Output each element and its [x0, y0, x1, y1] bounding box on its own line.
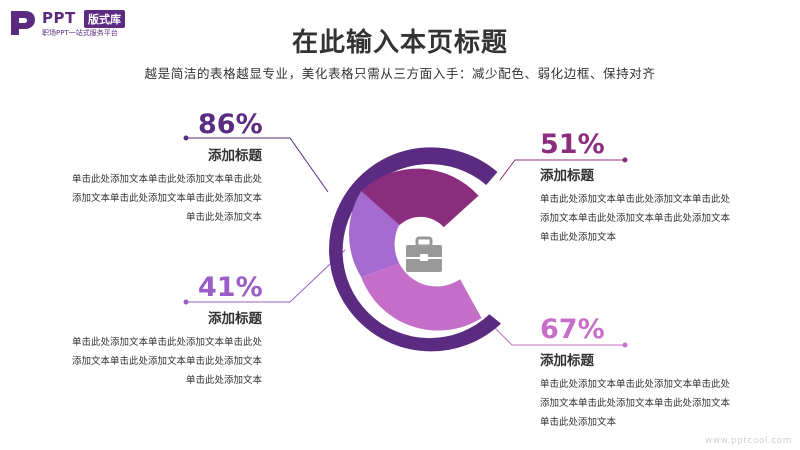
item-body-line: 单击此处添加文本 — [185, 375, 262, 386]
item-41: 41% 添加标题 单击此处添加文本单击此处添加文本单击此处 添加文本单击此处添加… — [40, 272, 263, 390]
item-body: 单击此处添加文本单击此处添加文本单击此处 添加文本单击此处添加文本单击此处添加文… — [540, 190, 760, 247]
outer-ring — [329, 147, 501, 352]
item-51: 51% 添加标题 单击此处添加文本单击此处添加文本单击此处 添加文本单击此处添加… — [540, 130, 760, 247]
segment-top — [361, 168, 479, 228]
item-body-line: 单击此处添加文本单击此处添加文本单击此处 — [71, 337, 262, 348]
item-body-line: 单击此处添加文本单击此处添加文本单击此处 — [71, 174, 262, 185]
watermark: www.pptcool.com — [704, 436, 792, 446]
item-percent: 51% — [540, 129, 605, 160]
connector-dot-41 — [183, 299, 189, 305]
item-heading: 添加标题 — [540, 353, 594, 369]
item-86: 86% 添加标题 单击此处添加文本单击此处添加文本单击此处 添加文本单击此处添加… — [40, 109, 263, 227]
item-body-line: 添加文本单击此处添加文本单击此处添加文本 — [540, 213, 731, 224]
logo-name: PPT — [42, 9, 76, 27]
logo-tagline: 职场PPT一站式服务平台 — [42, 29, 118, 37]
connector-dot-51 — [622, 157, 628, 163]
item-67: 67% 添加标题 单击此处添加文本单击此处添加文本单击此处 添加文本单击此处添加… — [540, 315, 760, 432]
item-heading: 添加标题 — [540, 168, 594, 184]
item-body: 单击此处添加文本单击此处添加文本单击此处 添加文本单击此处添加文本单击此处添加文… — [40, 333, 262, 390]
item-body-line: 单击此处添加文本 — [540, 232, 617, 243]
item-body: 单击此处添加文本单击此处添加文本单击此处 添加文本单击此处添加文本单击此处添加文… — [40, 170, 262, 227]
connector-line-41 — [186, 249, 346, 303]
item-heading: 添加标题 — [208, 311, 262, 327]
item-body-line: 添加文本单击此处添加文本单击此处添加文本 — [71, 356, 262, 367]
logo-badge: 版式库 — [84, 10, 125, 28]
item-body-line: 添加文本单击此处添加文本单击此处添加文本 — [540, 398, 731, 409]
segment-left — [349, 191, 400, 278]
item-body-line: 添加文本单击此处添加文本单击此处添加文本 — [71, 193, 262, 204]
item-percent: 86% — [198, 109, 263, 140]
item-body: 单击此处添加文本单击此处添加文本单击此处 添加文本单击此处添加文本单击此处添加文… — [540, 375, 760, 432]
briefcase-icon — [406, 236, 442, 272]
item-body-line: 单击此处添加文本单击此处添加文本单击此处 — [540, 379, 731, 390]
segment-bottom — [361, 263, 482, 331]
item-percent: 67% — [540, 314, 605, 345]
connector-line-86 — [186, 137, 329, 193]
item-body-line: 单击此处添加文本单击此处添加文本单击此处 — [540, 194, 731, 205]
logo-mark-icon — [11, 11, 35, 35]
item-heading: 添加标题 — [208, 148, 262, 164]
connector-line-51 — [499, 159, 625, 181]
connector-dot-86 — [183, 135, 189, 141]
connector-dot-67 — [622, 342, 628, 348]
brand-logo: PPT 版式库 职场PPT一站式服务平台 — [8, 8, 178, 38]
page-subtitle: 越是简洁的表格越显专业，美化表格只需从三方面入手：减少配色、弱化边框、保持对齐 — [144, 66, 656, 81]
page-title: 在此输入本页标题 — [291, 28, 508, 58]
item-body-line: 单击此处添加文本 — [540, 417, 617, 428]
item-percent: 41% — [198, 272, 263, 303]
item-body-line: 单击此处添加文本 — [185, 212, 262, 223]
